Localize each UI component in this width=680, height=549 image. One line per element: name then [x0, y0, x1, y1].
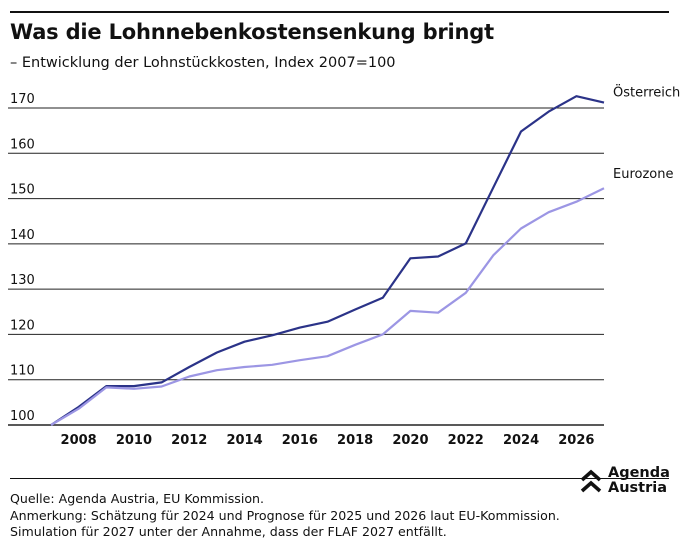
y-tick-label-130: 130: [10, 273, 35, 288]
x-axis-ticks: 2008 2010 2012 2014 2016 2018 2020 2022 2024 2026: [61, 433, 595, 448]
x-tick-label-2024: 2024: [503, 433, 539, 448]
y-axis-ticks: 100 110 120 130 140 150 160 170: [10, 92, 35, 424]
top-rule: [10, 11, 669, 13]
y-tick-label-120: 120: [10, 318, 35, 333]
y-tick-label-110: 110: [10, 364, 35, 379]
x-tick-label-2018: 2018: [337, 433, 373, 448]
x-tick-label-2010: 2010: [116, 433, 152, 448]
double-chevron-up-icon: [580, 469, 602, 493]
series-label-eurozone: Eurozone: [613, 167, 673, 182]
y-tick-label-170: 170: [10, 92, 35, 107]
x-tick-label-2022: 2022: [448, 433, 484, 448]
y-tick-label-100: 100: [10, 409, 35, 424]
x-tick-label-2016: 2016: [282, 433, 318, 448]
agenda-austria-logo: Agenda Austria: [580, 466, 670, 502]
x-tick-label-2020: 2020: [392, 433, 428, 448]
grid-lines: [8, 107, 604, 426]
logo-line-1: Agenda: [608, 465, 670, 481]
series-line-eurozone: [50, 187, 605, 426]
y-tick-label-160: 160: [10, 137, 35, 152]
logo-line-2: Austria: [608, 480, 668, 496]
series-label-sterreich: Österreich: [613, 84, 680, 101]
x-tick-label-2026: 2026: [558, 433, 594, 448]
series-lines: [50, 95, 605, 426]
chart-title: Was die Lohnnebenkostensenkung bringt: [10, 20, 494, 44]
x-tick-label-2014: 2014: [226, 433, 262, 448]
series-labels: Österreich Eurozone: [613, 84, 680, 183]
chart-subtitle: – Entwicklung der Lohnstückkosten, Index…: [10, 55, 396, 71]
x-tick-label-2012: 2012: [171, 433, 207, 448]
series-line-sterreich: [50, 95, 605, 426]
y-tick-label-140: 140: [10, 228, 35, 243]
x-tick-label-2008: 2008: [61, 433, 97, 448]
y-tick-label-150: 150: [10, 183, 35, 198]
footnotes: Quelle: Agenda Austria, EU Kommission. A…: [10, 491, 560, 541]
simulation-note: Simulation für 2027 unter der Annahme, d…: [10, 524, 447, 539]
source-note: Quelle: Agenda Austria, EU Kommission.: [10, 491, 265, 506]
remark-note: Anmerkung: Schätzung für 2024 und Progno…: [10, 507, 560, 523]
bottom-rule: [10, 478, 669, 479]
